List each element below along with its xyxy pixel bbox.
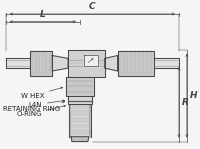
Text: W HEX: W HEX [21, 87, 63, 99]
Text: C: C [89, 2, 96, 11]
Text: H: H [190, 91, 197, 100]
Text: O-RING: O-RING [17, 105, 66, 117]
Text: L4N: L4N [28, 100, 65, 108]
Polygon shape [66, 77, 94, 96]
Polygon shape [71, 137, 89, 142]
Polygon shape [68, 50, 105, 77]
Polygon shape [118, 51, 154, 76]
Polygon shape [52, 56, 68, 71]
Text: RETAINING RING: RETAINING RING [3, 101, 65, 112]
Polygon shape [30, 51, 52, 76]
Polygon shape [105, 56, 118, 71]
Text: R: R [182, 98, 189, 107]
Polygon shape [84, 55, 98, 66]
Polygon shape [69, 104, 91, 137]
Polygon shape [68, 96, 92, 104]
Polygon shape [154, 58, 179, 68]
Polygon shape [6, 58, 30, 68]
Text: L: L [40, 10, 46, 19]
